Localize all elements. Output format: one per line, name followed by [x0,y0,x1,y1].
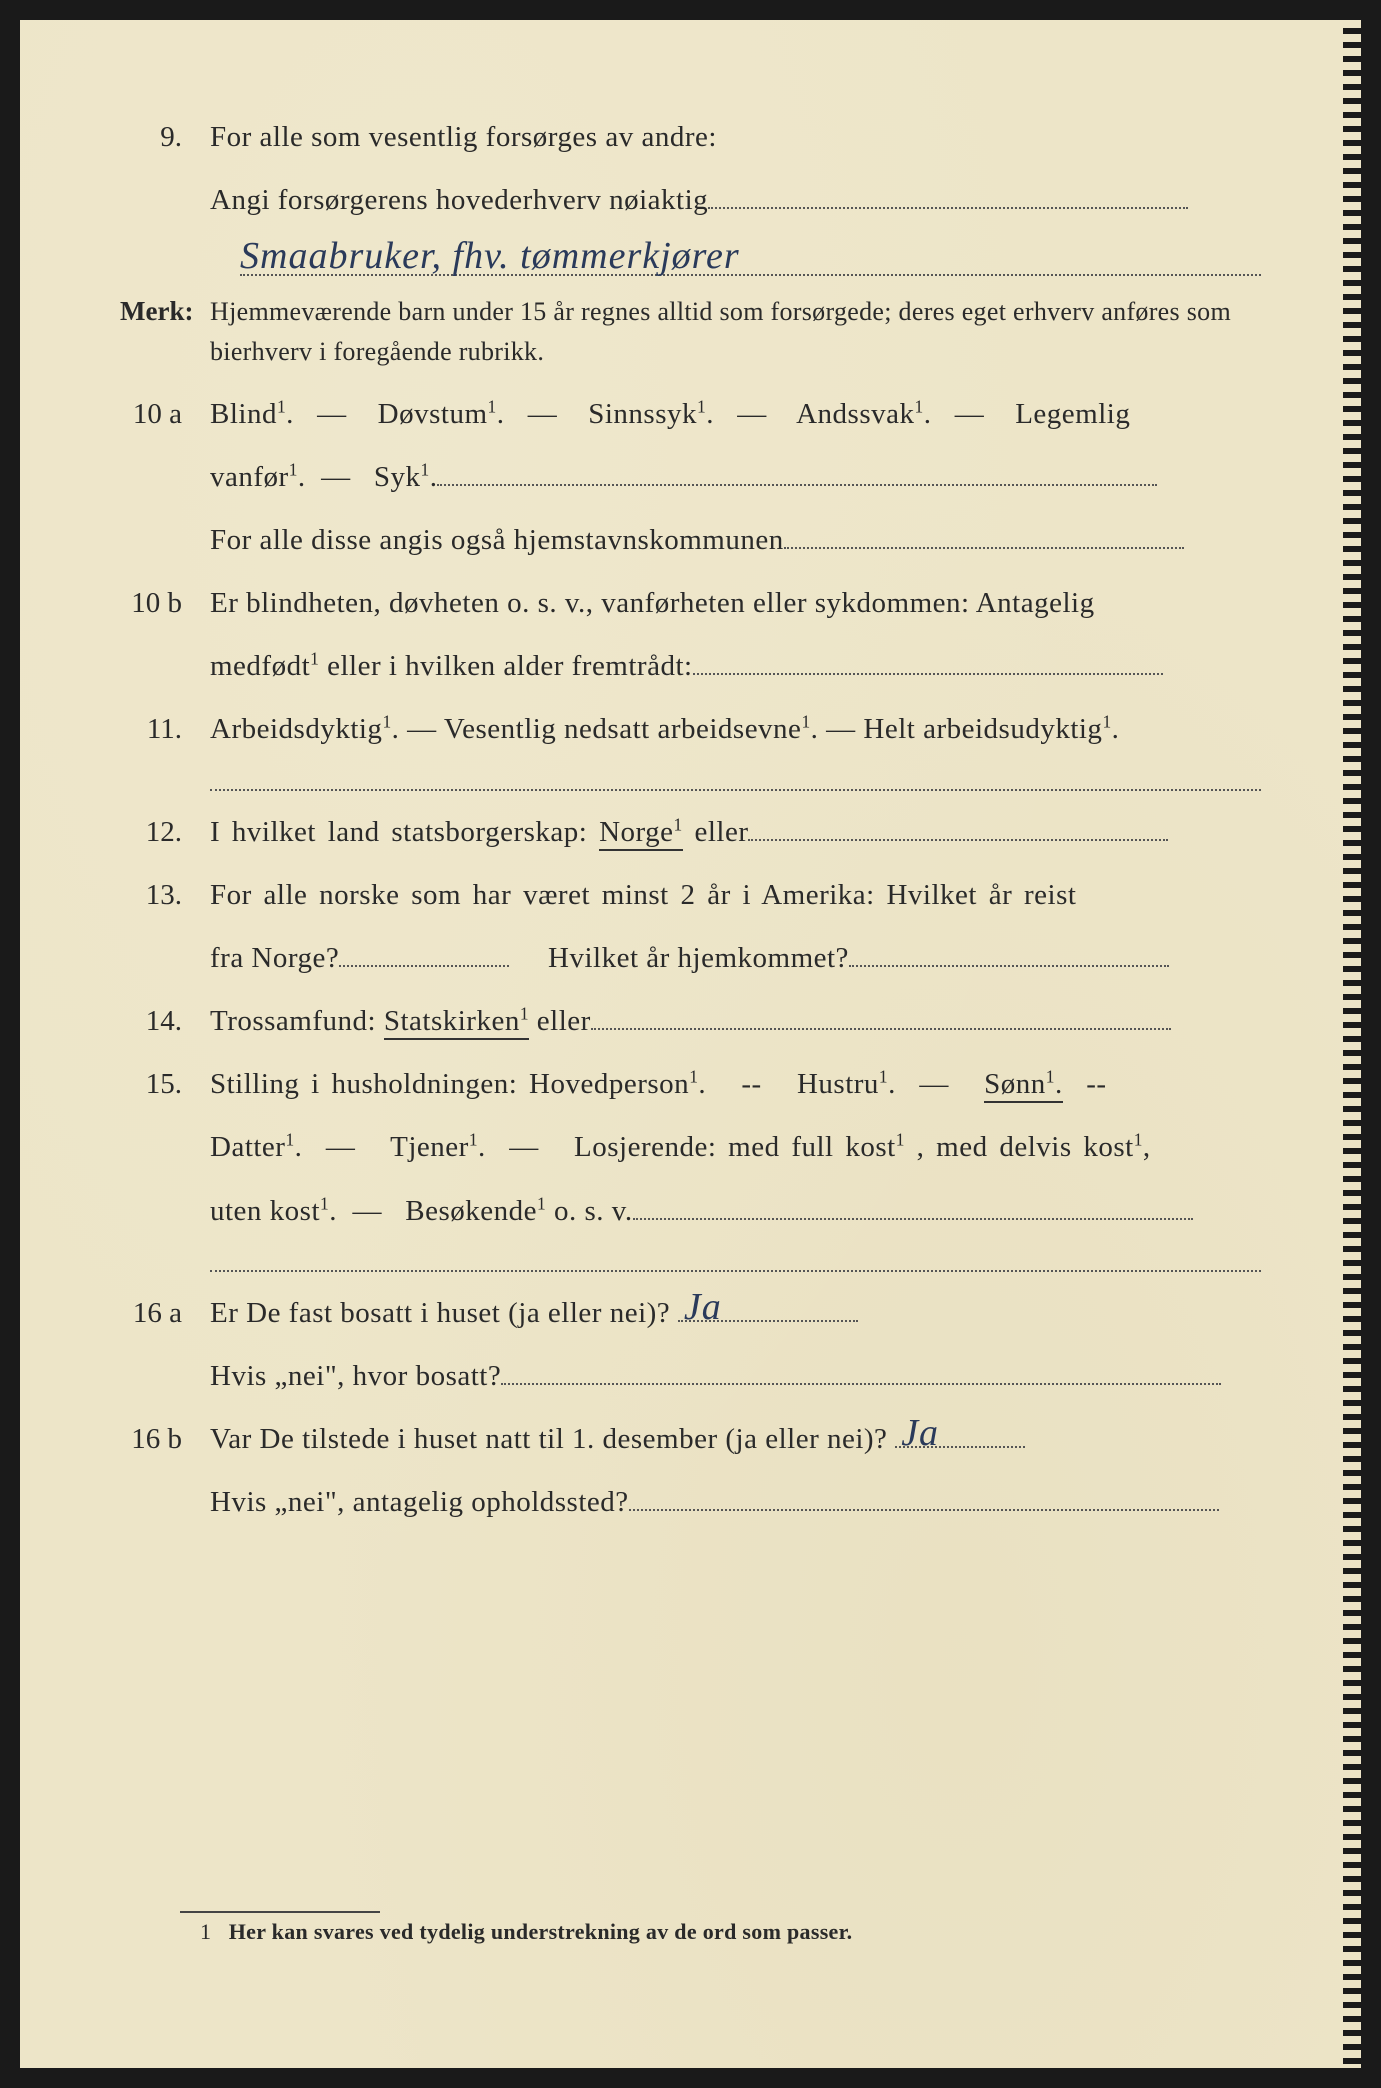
question-16b: 16 b Var De tilstede i huset natt til 1.… [120,1412,1261,1467]
q11-blank-line [210,765,1261,791]
q10a-line1: Blind1. — Døvstum1. — Sinnssyk1. — Andss… [210,387,1261,442]
question-10a: 10 a Blind1. — Døvstum1. — Sinnssyk1. — … [120,387,1261,442]
q15-line3: uten kost1. — Besøkende1 o. s. v. [210,1184,1261,1239]
q9-line2-row: Angi forsørgerens hovederhverv nøiaktig [120,173,1261,228]
q9-answer-line: Smaabruker, fhv. tømmerkjører [240,230,1261,276]
q12-number: 12. [120,805,210,860]
q11-line1: Arbeidsdyktig1. — Vesentlig nedsatt arbe… [210,702,1261,757]
q15-blank-line [210,1247,1261,1273]
q16b-line1: Var De tilstede i huset natt til 1. dese… [210,1412,1261,1467]
q10a-number: 10 a [120,387,210,442]
q15-line1: Stilling i husholdningen: Hovedperson1. … [210,1057,1261,1112]
footnote-marker: 1 [200,1919,211,1944]
q10a-line3-row: For alle disse angis også hjemstavnskomm… [120,513,1261,568]
q9-line2: Angi forsørgerens hovederhverv nøiaktig [210,173,1261,228]
question-9: 9. For alle som vesentlig forsørges av a… [120,110,1261,165]
footnote: 1 Her kan svares ved tydelig understrekn… [200,1919,1261,1945]
merk-text: Hjemmeværende barn under 15 år regnes al… [210,292,1261,373]
q16b-answer-slot: Ja [895,1412,1025,1467]
q15-line2: Datter1. — Tjener1. — Losjerende: med fu… [210,1120,1261,1175]
q16a-line2-row: Hvis „nei", hvor bosatt? [120,1349,1261,1404]
q16a-line2: Hvis „nei", hvor bosatt? [210,1349,1261,1404]
footnote-rule [180,1911,380,1913]
q10b-line2: medfødt1 eller i hvilken alder fremtrådt… [210,639,1261,694]
q16a-line1: Er De fast bosatt i huset (ja eller nei)… [210,1286,1261,1341]
q16a-answer-slot: Ja [678,1286,858,1341]
q10b-line1: Er blindheten, døvheten o. s. v., vanfør… [210,576,1261,631]
q14-number: 14. [120,994,210,1049]
question-12: 12. I hvilket land statsborgerskap: Norg… [120,805,1261,860]
q10a-line2-row: vanfør1. — Syk1. [120,450,1261,505]
q12-norge: Norge1 [599,816,683,851]
q15-sonn: Sønn1. [984,1068,1063,1103]
footnote-text: Her kan svares ved tydelig understreknin… [229,1919,853,1944]
q14-statskirken: Statskirken1 [384,1005,529,1040]
q15-line2-row: Datter1. — Tjener1. — Losjerende: med fu… [120,1120,1261,1175]
q13-line2: fra Norge? Hvilket år hjemkommet? [210,931,1261,986]
q13-line1: For alle norske som har været minst 2 år… [210,868,1261,923]
question-16a: 16 a Er De fast bosatt i huset (ja eller… [120,1286,1261,1341]
q16b-handwritten: Ja [901,1397,939,1469]
q13-line2-row: fra Norge? Hvilket år hjemkommet? [120,931,1261,986]
question-10b: 10 b Er blindheten, døvheten o. s. v., v… [120,576,1261,631]
q9-line1: For alle som vesentlig forsørges av andr… [210,110,1261,165]
q9-number: 9. [120,110,210,165]
q10a-line2: vanfør1. — Syk1. [210,450,1261,505]
q10a-line3: For alle disse angis også hjemstavnskomm… [210,513,1261,568]
q16b-line2-row: Hvis „nei", antagelig opholdssted? [120,1475,1261,1530]
merk-row: Merk: Hjemmeværende barn under 15 år reg… [120,286,1261,373]
q10b-number: 10 b [120,576,210,631]
q12-line1: I hvilket land statsborgerskap: Norge1 e… [210,805,1261,860]
q10b-line2-row: medfødt1 eller i hvilken alder fremtrådt… [120,639,1261,694]
q16b-number: 16 b [120,1412,210,1467]
question-15: 15. Stilling i husholdningen: Hovedperso… [120,1057,1261,1112]
question-14: 14. Trossamfund: Statskirken1 eller [120,994,1261,1049]
q16a-handwritten: Ja [684,1271,722,1343]
q11-number: 11. [120,702,210,757]
q16a-number: 16 a [120,1286,210,1341]
q9-handwritten: Smaabruker, fhv. tømmerkjører [240,234,740,278]
q15-line3-row: uten kost1. — Besøkende1 o. s. v. [120,1184,1261,1239]
census-form-page: 9. For alle som vesentlig forsørges av a… [20,20,1361,2068]
q16b-line2: Hvis „nei", antagelig opholdssted? [210,1475,1261,1530]
question-11: 11. Arbeidsdyktig1. — Vesentlig nedsatt … [120,702,1261,757]
merk-label: Merk: [120,286,210,337]
question-13: 13. For alle norske som har været minst … [120,868,1261,923]
q15-number: 15. [120,1057,210,1112]
q13-number: 13. [120,868,210,923]
q14-line1: Trossamfund: Statskirken1 eller [210,994,1261,1049]
